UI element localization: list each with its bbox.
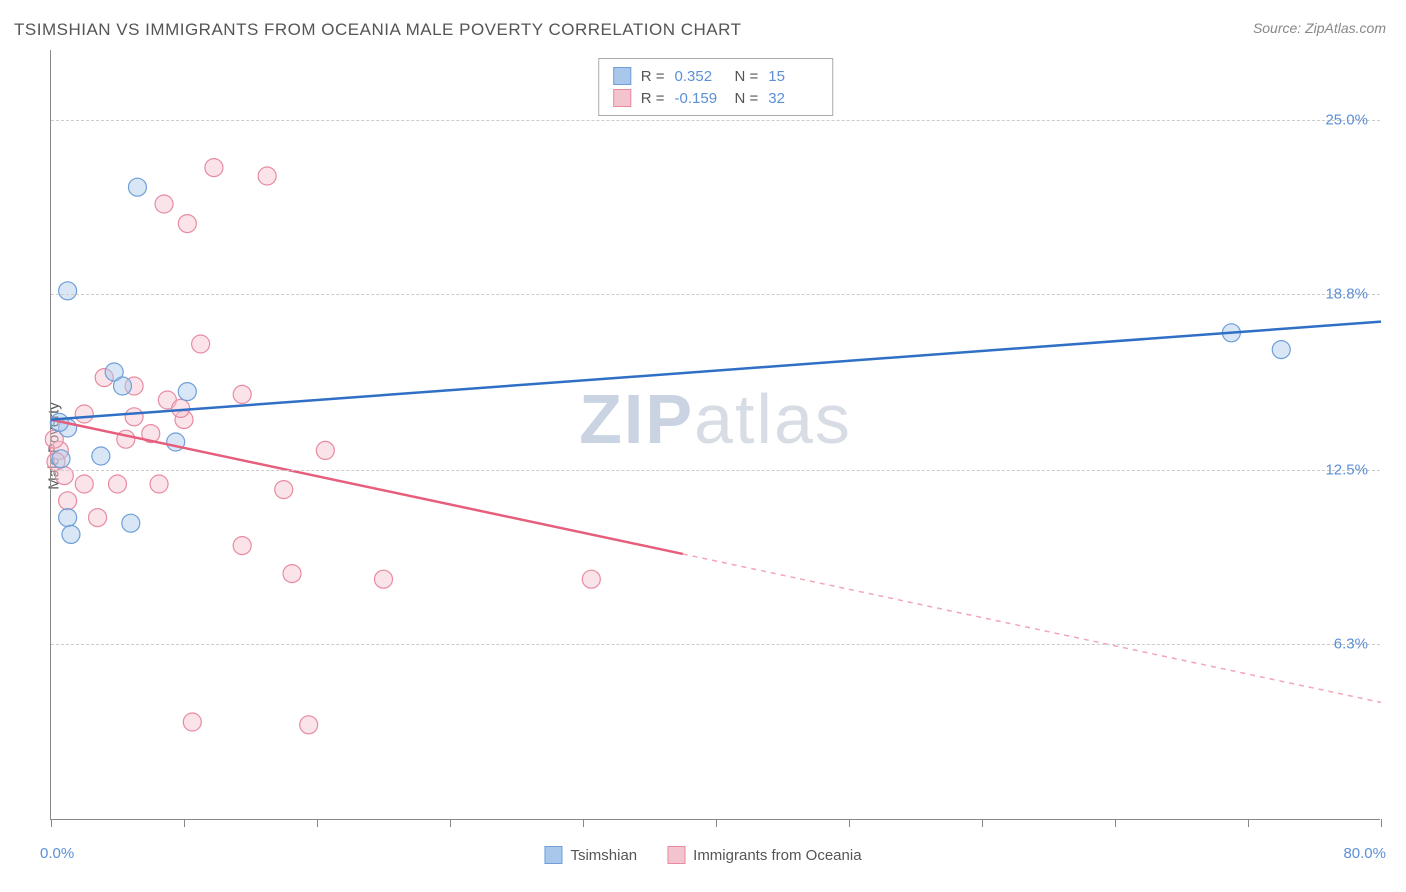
x-tick [317,819,318,827]
data-point [52,450,70,468]
y-tick-label: 25.0% [1325,112,1368,129]
x-max-label: 80.0% [1343,845,1386,862]
data-point [59,492,77,510]
x-tick [1248,819,1249,827]
data-point [258,167,276,185]
plot-area: ZIPatlas R = 0.352 N = 15 R = -0.159 N =… [50,50,1380,820]
data-point [316,441,334,459]
trend-line-dashed [683,554,1381,702]
trend-line-solid [51,322,1381,420]
data-point [283,565,301,583]
x-tick [51,819,52,827]
gridline [51,294,1380,295]
data-point [89,509,107,527]
x-tick [450,819,451,827]
data-point [1272,341,1290,359]
trend-line-solid [51,420,683,554]
y-tick-label: 6.3% [1334,635,1368,652]
data-point [178,383,196,401]
data-point [62,525,80,543]
data-point [375,570,393,588]
data-point [75,475,93,493]
legend-item-a: Tsimshian [544,846,637,864]
x-tick [982,819,983,827]
data-point [233,537,251,555]
gridline [51,644,1380,645]
x-tick [1381,819,1382,827]
x-min-label: 0.0% [40,845,74,862]
x-tick [184,819,185,827]
data-point [128,178,146,196]
x-tick [583,819,584,827]
legend-label-a: Tsimshian [570,847,637,864]
data-point [122,514,140,532]
data-point [178,215,196,233]
x-tick [1115,819,1116,827]
data-point [275,481,293,499]
data-point [192,335,210,353]
data-point [59,282,77,300]
chart-title: TSIMSHIAN VS IMMIGRANTS FROM OCEANIA MAL… [14,20,741,40]
data-point [300,716,318,734]
source-label: Source: ZipAtlas.com [1253,20,1386,36]
plot-svg [51,50,1380,819]
bottom-legend: Tsimshian Immigrants from Oceania [544,846,861,864]
x-tick [849,819,850,827]
y-tick-label: 12.5% [1325,462,1368,479]
data-point [205,159,223,177]
data-point [155,195,173,213]
data-point [75,405,93,423]
correlation-chart: TSIMSHIAN VS IMMIGRANTS FROM OCEANIA MAL… [0,0,1406,892]
data-point [109,475,127,493]
data-point [113,377,131,395]
data-point [183,713,201,731]
gridline [51,470,1380,471]
data-point [233,385,251,403]
legend-swatch-b-icon [667,846,685,864]
legend-item-b: Immigrants from Oceania [667,846,861,864]
data-point [92,447,110,465]
legend-swatch-a-icon [544,846,562,864]
gridline [51,120,1380,121]
x-tick [716,819,717,827]
data-point [59,509,77,527]
legend-label-b: Immigrants from Oceania [693,847,861,864]
y-tick-label: 18.8% [1325,285,1368,302]
data-point [582,570,600,588]
data-point [150,475,168,493]
data-point [125,408,143,426]
